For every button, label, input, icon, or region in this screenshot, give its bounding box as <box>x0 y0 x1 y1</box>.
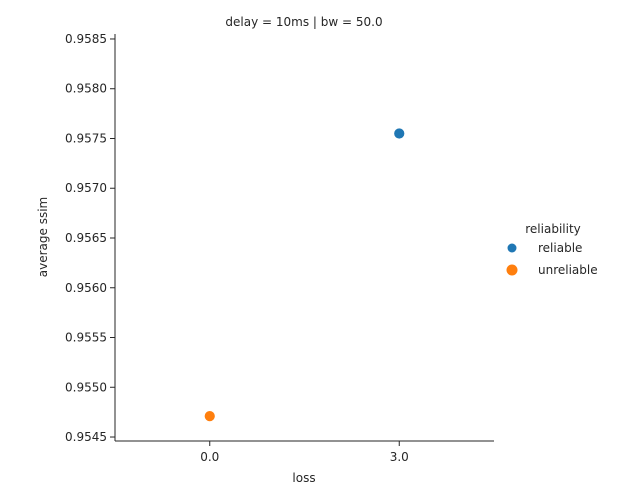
data-point-unreliable <box>203 410 216 423</box>
y-axis: 0.9545 0.9550 0.9555 0.9560 0.9565 0.9570 0.95… <box>65 32 116 444</box>
y-tick-label: 0.9550 <box>65 380 107 394</box>
legend-label-unreliable: unreliable <box>538 263 598 277</box>
y-tick-label: 0.9585 <box>65 32 107 46</box>
legend-label-reliable: reliable <box>538 241 582 255</box>
y-tick-label: 0.9570 <box>65 181 107 195</box>
legend-marker-reliable <box>507 243 517 253</box>
y-tick-label: 0.9555 <box>65 331 107 345</box>
x-tick-label: 3.0 <box>390 450 409 464</box>
x-axis: 0.0 3.0 <box>115 440 494 464</box>
x-tick-label: 0.0 <box>200 450 219 464</box>
y-tick-label: 0.9565 <box>65 231 107 245</box>
y-tick-label: 0.9575 <box>65 131 107 145</box>
facet-title: delay = 10ms | bw = 50.0 <box>225 15 382 29</box>
y-axis-label: average ssim <box>36 197 50 277</box>
data-points <box>203 127 406 423</box>
x-axis-label: loss <box>292 471 315 485</box>
legend-title: reliability <box>525 222 581 236</box>
y-tick-label: 0.9545 <box>65 430 107 444</box>
y-tick-label: 0.9580 <box>65 82 107 96</box>
legend: reliability reliable unreliable <box>506 222 598 277</box>
y-tick-label: 0.9560 <box>65 281 107 295</box>
data-point-reliable <box>393 127 406 140</box>
legend-marker-unreliable <box>506 264 518 276</box>
